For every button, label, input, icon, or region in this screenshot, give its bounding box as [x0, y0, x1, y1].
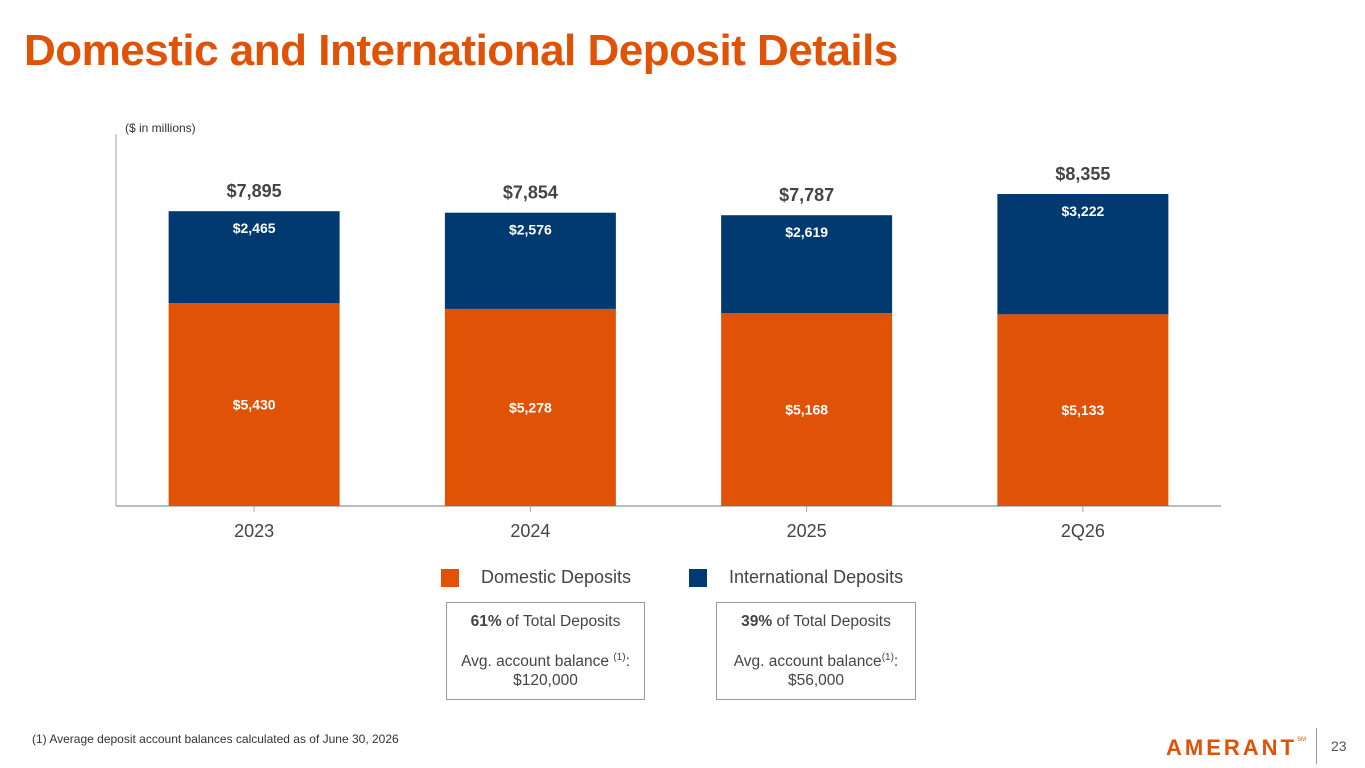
footer-divider: [1316, 728, 1317, 764]
domestic-info-box: 61% of Total Deposits Avg. account balan…: [446, 602, 645, 700]
bar-international-2025: [721, 215, 893, 314]
international-avg-colon: :: [893, 653, 899, 670]
data-label-domestic-2q26: $5,133: [1061, 402, 1104, 418]
x-tick-label-2025: 2025: [787, 521, 827, 541]
international-info-box: 39% of Total Deposits Avg. account balan…: [716, 602, 916, 700]
domestic-share-text: of Total Deposits: [501, 613, 621, 630]
total-label-2023: $7,895: [227, 181, 282, 201]
total-label-2024: $7,854: [503, 183, 558, 203]
logo-service-mark: SM: [1297, 737, 1306, 743]
data-label-international-2024: $2,576: [509, 222, 552, 238]
bar-domestic-2q26: [997, 314, 1169, 506]
bar-international-2024: [444, 212, 616, 309]
legend-label-domestic: Domestic Deposits: [481, 567, 632, 587]
legend-swatch-domestic: [441, 568, 459, 587]
domestic-avg-colon: :: [625, 653, 630, 670]
domestic-avg-value: $120,000: [513, 672, 578, 689]
legend-label-international: International Deposits: [729, 567, 904, 587]
data-label-international-2025: $2,619: [785, 224, 828, 240]
bar-domestic-2023: [168, 303, 340, 506]
x-tick-label-2024: 2024: [510, 521, 550, 541]
domestic-share: 61% of Total Deposits: [447, 612, 644, 631]
data-label-international-2023: $2,465: [233, 220, 276, 236]
total-label-2025: $7,787: [779, 185, 834, 205]
international-avg-value: $56,000: [787, 672, 845, 689]
domestic-share-percent: 61%: [470, 613, 502, 630]
data-label-domestic-2024: $5,278: [509, 399, 552, 415]
legend-domestic: Domestic Deposits: [441, 567, 631, 588]
international-share: 39% of Total Deposits: [717, 612, 915, 631]
bar-international-2023: [168, 211, 340, 304]
total-label-2q26: $8,355: [1055, 164, 1110, 184]
domestic-avg-balance: Avg. account balance (1):: [447, 652, 644, 671]
international-avg-balance: Avg. account balance(1):: [717, 652, 915, 671]
bar-domestic-2024: [444, 308, 616, 506]
page-number: 23: [1331, 738, 1347, 754]
bar-domestic-2025: [721, 313, 893, 506]
international-avg-footnote-ref: (1): [881, 651, 894, 663]
amerant-logo: AMERANT: [1166, 735, 1297, 760]
x-tick-label-2023: 2023: [234, 521, 274, 541]
x-tick-label-2q26: 2Q26: [1061, 521, 1105, 541]
footnote: (1) Average deposit account balances cal…: [32, 732, 399, 746]
legend-swatch-international: [689, 568, 707, 587]
domestic-avg-footnote-ref: (1): [613, 651, 626, 663]
data-label-domestic-2025: $5,168: [785, 402, 828, 418]
data-label-international-2q26: $3,222: [1061, 203, 1104, 219]
domestic-avg-label: Avg. account balance: [461, 653, 614, 670]
international-share-text: of Total Deposits: [772, 613, 891, 630]
unit-note: ($ in millions): [125, 121, 196, 135]
data-label-domestic-2023: $5,430: [233, 397, 276, 413]
international-avg-label: Avg. account balance: [733, 653, 882, 670]
page-title: Domestic and International Deposit Detai…: [24, 26, 898, 75]
international-share-percent: 39%: [741, 613, 773, 630]
legend-international: International Deposits: [689, 567, 903, 588]
bar-international-2q26: [997, 194, 1169, 315]
